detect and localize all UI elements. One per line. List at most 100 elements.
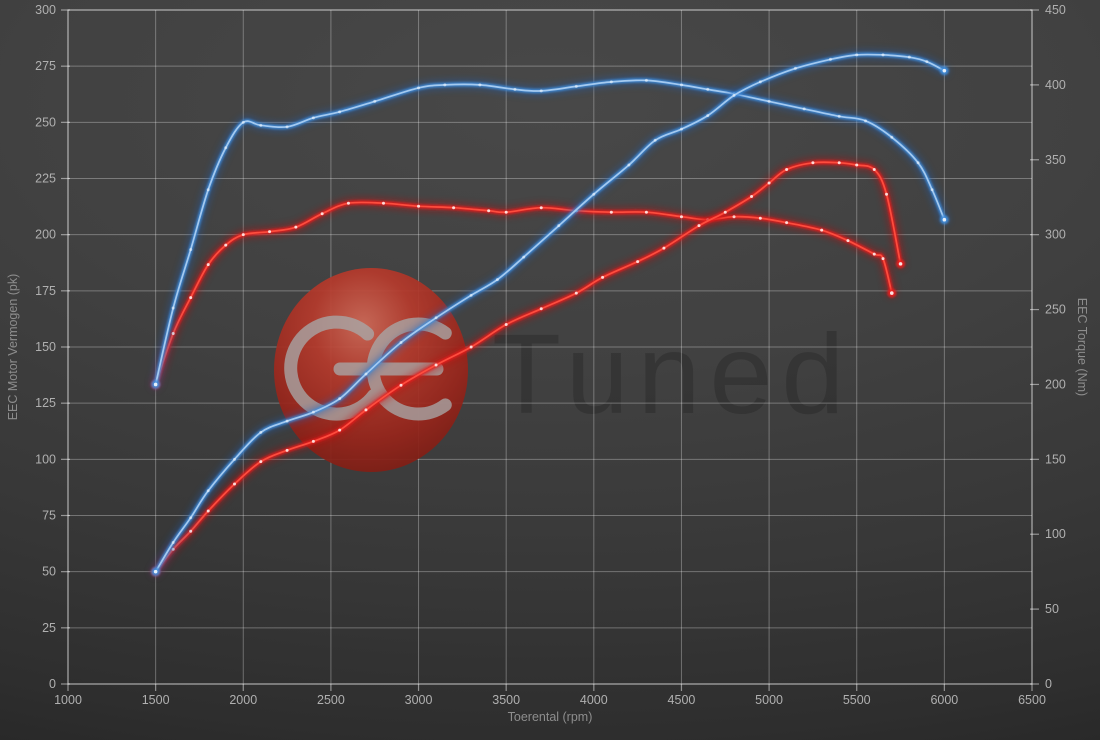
x-tick-label: 1500 [142,693,170,707]
data-point [504,323,508,327]
tick-label-layer: 0255075100125150175200225250275300050100… [35,3,1066,707]
curve-endpoint [889,291,894,295]
data-point [189,516,193,520]
data-point [644,210,648,214]
data-point [662,246,666,250]
data-point [706,114,710,118]
data-point [723,210,727,214]
curve-endpoint [153,382,158,387]
data-point [539,89,543,93]
data-point [259,460,263,464]
curve-endpoint [942,217,947,222]
curve-endpoint [942,68,947,73]
y-right-tick-label: 200 [1045,377,1066,391]
data-point [750,194,754,198]
data-point [233,457,237,461]
data-point [346,201,350,205]
data-point [758,216,762,220]
y-right-tick-label: 150 [1045,452,1066,466]
data-point [381,201,385,205]
data-point [916,161,920,165]
data-point [837,114,841,118]
y-right-tick-label: 0 [1045,677,1052,691]
y-left-tick-label: 275 [35,59,56,73]
curve-red-power [150,157,906,577]
y-left-tick-label: 75 [42,509,56,523]
watermark-text-secondary: Tuned [492,311,853,437]
data-point [373,99,377,103]
data-point [557,224,561,228]
data-point [855,163,859,167]
data-point [320,212,324,216]
x-tick-label: 5500 [843,693,871,707]
data-point [443,83,447,87]
data-point [539,206,543,210]
curve-endpoint [153,569,158,574]
data-point [872,252,876,256]
x-tick-label: 6000 [930,693,958,707]
watermark-letter-g [284,315,381,421]
curve-layer [150,49,950,577]
x-tick-label: 1000 [54,693,82,707]
data-point [907,55,911,59]
data-point [653,138,657,142]
data-point [206,263,210,267]
y-left-tick-label: 250 [35,115,56,129]
data-point [802,107,806,111]
data-point [189,529,193,533]
data-point [881,257,885,261]
data-point [206,188,210,192]
data-point [338,397,342,401]
data-point [881,53,885,57]
data-point [495,278,499,282]
data-point [820,228,824,232]
data-point [417,204,421,208]
curve-endpoint [898,262,903,266]
data-point [706,87,710,91]
data-point [785,168,789,172]
data-point [399,383,403,387]
data-point [189,296,193,300]
curve-core [154,161,902,573]
data-point [285,448,289,452]
y-right-tick-label: 350 [1045,153,1066,167]
data-point [364,408,368,412]
y-left-tick-label: 125 [35,396,56,410]
data-point [885,192,889,196]
data-point [189,248,193,252]
data-point [574,84,578,88]
x-tick-label: 3000 [405,693,433,707]
data-point [364,372,368,376]
data-point [811,161,815,165]
x-tick-label: 4500 [668,693,696,707]
data-point [601,275,605,279]
x-axis-title: Toerental (rpm) [508,710,593,724]
curve-blue-power [150,49,950,577]
y-left-tick-label: 150 [35,340,56,354]
data-point [522,255,526,259]
x-tick-label: 2500 [317,693,345,707]
data-point [609,80,613,84]
y-right-tick-label: 50 [1045,602,1059,616]
data-point [758,80,762,84]
data-point [259,123,263,127]
curve-blue-torque [150,75,950,390]
x-tick-label: 3500 [492,693,520,707]
data-point [233,482,237,486]
plot-border [67,9,1033,685]
y-left-tick-label: 25 [42,621,56,635]
data-point [224,146,228,150]
data-point [890,135,894,139]
data-point [399,341,403,345]
data-point [338,110,342,114]
data-point [417,86,421,90]
data-point [644,78,648,82]
data-point [487,209,491,213]
data-point [452,206,456,210]
data-point [311,439,315,443]
data-point [434,316,438,320]
data-point [241,120,245,124]
data-point [793,66,797,70]
x-tick-label: 2000 [229,693,257,707]
y-right-tick-label: 450 [1045,3,1066,17]
